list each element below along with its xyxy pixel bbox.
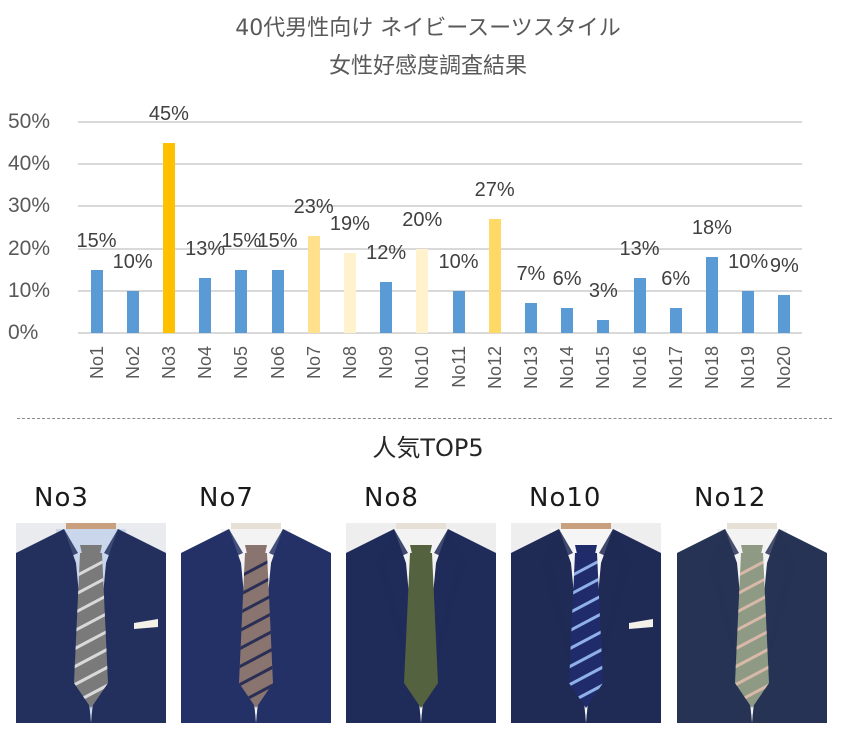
x-axis-tick-label: No11 — [448, 346, 469, 388]
data-label: 7% — [516, 263, 546, 286]
data-label: 3% — [588, 280, 618, 303]
dashed-divider — [17, 418, 832, 419]
bar-no12 — [488, 219, 501, 333]
x-axis-tick-label: No19 — [738, 346, 759, 390]
x-axis-tick-label: No13 — [520, 346, 541, 390]
y-axis-tick-label: 40% — [8, 152, 51, 176]
x-axis-tick-label: No16 — [629, 346, 650, 390]
x-axis-tick-label: No14 — [557, 346, 578, 390]
top5-label-no12: No12 — [694, 483, 767, 513]
bar-no16 — [633, 278, 646, 333]
x-axis-tick-label: No7 — [303, 346, 324, 380]
y-axis-tick-label: 50% — [8, 110, 51, 133]
y-axis-tick-label: 0% — [8, 321, 39, 344]
bar-no5 — [235, 269, 248, 333]
x-axis-tick-label: No10 — [412, 346, 433, 390]
gridline — [78, 289, 802, 292]
suit-photo-no7 — [181, 523, 331, 723]
data-label: 27% — [474, 179, 515, 202]
bar-no18 — [705, 257, 718, 333]
suit-photo-no10 — [511, 523, 661, 723]
bar-no13 — [524, 303, 537, 333]
bar-no11 — [452, 290, 465, 333]
suit-photo-no8 — [346, 523, 496, 723]
data-label: 10% — [438, 250, 479, 273]
data-label: 15% — [221, 229, 262, 252]
x-axis-tick-label: No6 — [267, 346, 288, 380]
data-label: 15% — [257, 229, 298, 252]
chart-title-line2: 女性好感度調査結果 — [328, 54, 527, 79]
bar-no3 — [162, 143, 175, 333]
suit-photo-no3 — [16, 523, 166, 723]
bar-no19 — [742, 290, 755, 333]
data-label: 15% — [76, 229, 117, 252]
bar-no2 — [126, 290, 139, 333]
data-label: 13% — [619, 238, 660, 261]
x-axis-tick-label: No2 — [122, 346, 143, 380]
bar-no20 — [778, 295, 791, 333]
x-axis-tick-label: No9 — [376, 346, 397, 380]
x-axis-tick-label: No5 — [231, 346, 252, 380]
bar-no6 — [271, 269, 284, 333]
x-axis-tick-label: No3 — [158, 346, 179, 380]
x-axis-tick-label: No1 — [86, 346, 107, 380]
bar-no7 — [307, 235, 320, 333]
data-label: 6% — [661, 267, 691, 290]
data-label: 19% — [329, 212, 370, 235]
bar-no8 — [343, 252, 356, 333]
data-label: 13% — [185, 238, 226, 261]
x-axis-tick-label: No8 — [339, 346, 360, 380]
bar-no1 — [90, 269, 103, 333]
x-axis-tick-label: No15 — [593, 346, 614, 390]
x-axis-tick-label: No18 — [701, 346, 722, 390]
x-axis-tick-label: No20 — [774, 346, 795, 390]
top5-label-no3: No3 — [34, 483, 89, 513]
bar-no17 — [669, 307, 682, 333]
data-label: 6% — [552, 267, 582, 290]
bar-chart: 0% 10% 20% 30% 40% 50% 15% No1 10% No2 45% No3 13% No… — [8, 103, 802, 390]
data-label: 10% — [728, 250, 769, 273]
bar-no14 — [561, 307, 574, 333]
gridline — [78, 247, 802, 250]
bar-no9 — [380, 282, 393, 333]
bar-no10 — [416, 248, 429, 333]
top5-label-no10: No10 — [529, 483, 602, 513]
bar-no15 — [597, 320, 610, 333]
gridline — [78, 205, 802, 208]
suit-photo-no12 — [677, 523, 827, 723]
y-axis-tick-label: 20% — [8, 236, 51, 260]
gridline — [78, 332, 802, 334]
gridline — [78, 121, 802, 123]
top5-heading: 人気TOP5 — [372, 434, 484, 462]
y-axis-tick-label: 30% — [8, 194, 51, 218]
data-label: 20% — [402, 208, 443, 231]
data-label: 45% — [148, 103, 189, 126]
top5-label-no8: No8 — [364, 483, 419, 513]
data-label: 12% — [366, 242, 407, 265]
gridline — [78, 163, 802, 166]
bar-no4 — [199, 278, 212, 333]
x-axis-tick-label: No17 — [665, 346, 686, 390]
top5-label-no7: No7 — [199, 483, 254, 513]
data-label: 10% — [112, 250, 153, 273]
chart-title-line1: 40代男性向け ネイビースーツスタイル — [235, 16, 621, 41]
x-axis-tick-label: No4 — [195, 346, 216, 380]
data-label: 18% — [691, 217, 732, 240]
y-axis-tick-label: 10% — [8, 278, 51, 302]
data-label: 23% — [293, 195, 334, 218]
x-axis-tick-label: No12 — [484, 346, 505, 390]
data-label: 9% — [769, 255, 799, 278]
